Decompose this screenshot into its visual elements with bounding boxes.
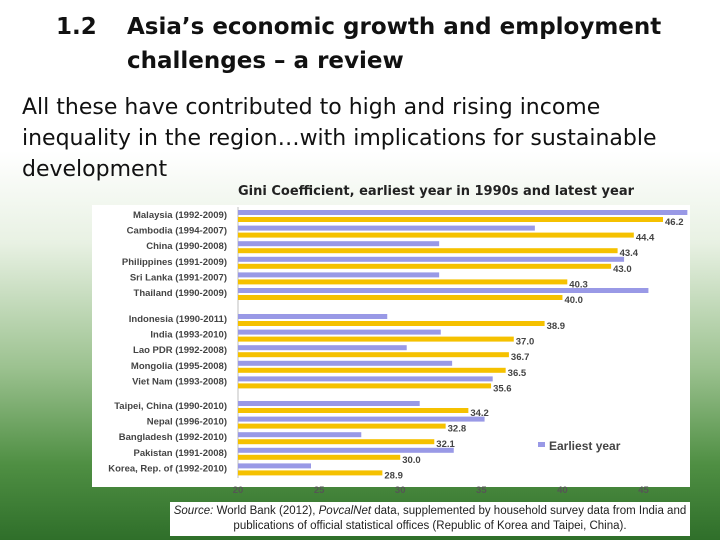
bar-latest [238, 263, 612, 269]
bar-latest [238, 408, 469, 413]
bar-latest [238, 321, 545, 326]
bar-earliest [238, 376, 493, 382]
category-label: Taipei, China (1990-2010) [114, 401, 227, 412]
bar-earliest [238, 256, 625, 262]
bar-earliest [238, 360, 453, 366]
value-label-latest: 35.6 [493, 383, 512, 394]
bar-latest [238, 295, 563, 300]
category-label: Malaysia (1992-2009) [133, 210, 227, 221]
bar-latest [238, 367, 506, 373]
value-label-latest: 28.9 [384, 470, 403, 481]
slide-title-line2: challenges – a review [127, 48, 404, 74]
category-label: Philippines (1991-2009) [122, 257, 227, 268]
x-tick-label: 20 [233, 485, 244, 496]
category-label: Viet Nam (1993-2008) [132, 376, 227, 387]
x-tick-label: 45 [638, 485, 649, 496]
x-tick-label: 30 [395, 485, 406, 496]
category-label: Korea, Rep. of (1992-2010) [108, 463, 227, 474]
slide-number: 1.2 [56, 14, 97, 40]
category-label: China (1990-2008) [146, 241, 227, 252]
bar-latest [238, 423, 446, 429]
category-label: Nepal (1996-2010) [147, 417, 227, 428]
x-tick-label: 40 [557, 485, 568, 496]
value-label-latest: 40.0 [564, 295, 583, 306]
value-label-latest: 37.0 [516, 337, 535, 348]
bar-earliest [238, 416, 485, 422]
bar-latest [238, 232, 634, 238]
value-label-latest: 36.5 [508, 368, 527, 379]
bar-earliest [238, 225, 535, 231]
bar-earliest [238, 241, 440, 247]
bar-earliest [238, 288, 649, 293]
bar-earliest [238, 329, 441, 335]
source-note: Source: World Bank (2012), PovcalNet dat… [170, 502, 690, 536]
value-label-latest: 38.9 [547, 321, 566, 332]
category-label: Bangladesh (1992-2010) [119, 432, 227, 443]
bar-earliest [238, 345, 407, 351]
x-tick-label: 25 [314, 485, 325, 496]
category-label: Indonesia (1990-2011) [129, 314, 227, 325]
slide-title-line1: Asia’s economic growth and employment [127, 14, 662, 40]
value-label-latest: 32.8 [448, 424, 467, 435]
bar-latest [238, 470, 383, 476]
source-dataset: PovcalNet [318, 505, 372, 517]
x-tick-label: 35 [476, 485, 487, 496]
bar-latest [238, 454, 401, 460]
value-label-latest: 34.2 [470, 408, 489, 419]
category-label: Pakistan (1991-2008) [134, 448, 227, 459]
source-text-pre: World Bank (2012), [213, 505, 319, 517]
category-label: Thailand (1990-2009) [134, 288, 227, 299]
bar-latest [238, 383, 492, 389]
bar-earliest [238, 432, 362, 438]
bar-latest [238, 217, 664, 222]
category-label: Mongolia (1995-2008) [131, 361, 227, 372]
chart-title: Gini Coefficient, earliest year in 1990s… [238, 184, 635, 199]
value-label-latest: 43.4 [620, 248, 639, 259]
slide-body-text: All these have contributed to high and r… [22, 95, 657, 182]
bar-latest [238, 248, 618, 254]
value-label-latest: 46.2 [665, 217, 684, 228]
value-label-latest: 32.1 [436, 439, 455, 450]
category-label: Lao PDR (1992-2008) [133, 345, 227, 356]
category-label: India (1993-2010) [150, 330, 227, 341]
source-label: Source: [173, 505, 214, 517]
value-label-latest: 43.0 [613, 264, 632, 275]
value-label-latest: 44.4 [636, 233, 655, 244]
bar-earliest [238, 401, 420, 406]
bar-earliest [238, 447, 454, 453]
bar-earliest [238, 314, 388, 319]
bar-latest [238, 336, 514, 342]
bar-latest [238, 439, 435, 445]
bar-earliest [238, 272, 440, 278]
category-label: Cambodia (1994-2007) [127, 226, 227, 237]
bar-earliest [238, 210, 688, 215]
value-label-latest: 30.0 [402, 455, 421, 466]
source-text-post: data, supplemented by household survey d… [233, 505, 687, 532]
value-label-latest: 36.7 [511, 352, 530, 363]
bar-earliest [238, 463, 311, 469]
bar-latest [238, 352, 509, 358]
category-label: Sri Lanka (1991-2007) [130, 272, 227, 283]
legend-swatch-earliest [538, 442, 545, 447]
bar-latest [238, 279, 568, 285]
legend-label-earliest: Earliest year [549, 439, 621, 453]
value-label-latest: 40.3 [569, 279, 588, 290]
